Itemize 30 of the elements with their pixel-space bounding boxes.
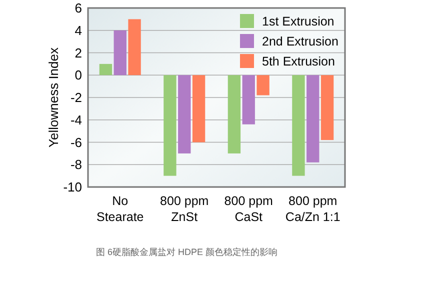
bar bbox=[292, 75, 305, 176]
legend-label: 1st Extrusion bbox=[262, 14, 334, 28]
bar bbox=[114, 30, 126, 76]
bar bbox=[320, 75, 334, 140]
x-tick-label: 800 ppm ZnSt bbox=[160, 194, 209, 224]
y-tick-label: 2 bbox=[74, 45, 82, 60]
x-tick-label: No Stearate bbox=[96, 194, 144, 224]
bar bbox=[306, 75, 320, 162]
x-tick-label: 800 ppm CaSt bbox=[224, 194, 273, 224]
bar bbox=[99, 64, 112, 76]
y-tick-label: -2 bbox=[70, 90, 82, 106]
x-tick-label: 800 ppm Ca/Zn 1:1 bbox=[285, 194, 340, 224]
bar bbox=[128, 19, 141, 76]
bar bbox=[228, 75, 241, 154]
bar bbox=[256, 75, 270, 96]
y-tick-label: -6 bbox=[70, 134, 82, 150]
y-tick-label: 4 bbox=[74, 22, 82, 38]
bar bbox=[192, 75, 206, 142]
bar bbox=[164, 75, 176, 176]
y-tick-label: -4 bbox=[70, 112, 82, 128]
caption: 图 6硬脂酸金属盐对 HDPE 颜色稳定性的影响 bbox=[96, 247, 278, 257]
y-tick-label: -8 bbox=[70, 157, 82, 172]
y-tick-label: 6 bbox=[74, 0, 82, 16]
y-tick-label: 0 bbox=[74, 68, 82, 83]
bar bbox=[242, 75, 255, 124]
bar bbox=[178, 75, 191, 154]
legend-label: 5th Extrusion bbox=[262, 54, 336, 68]
y-axis-title: Yellowness Index bbox=[46, 47, 61, 148]
legend-label: 2nd Extrusion bbox=[262, 34, 338, 48]
y-tick-label: -10 bbox=[63, 180, 82, 195]
